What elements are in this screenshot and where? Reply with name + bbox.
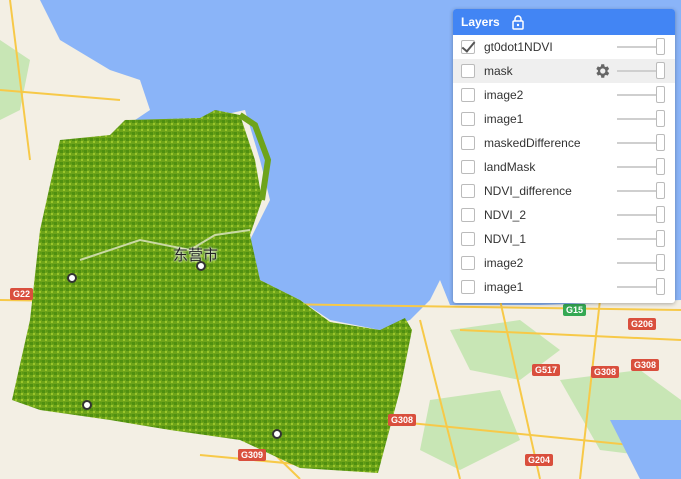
layer-name: NDVI_1 [484, 232, 527, 246]
layer-name: mask [484, 64, 513, 78]
road-label: G309 [238, 449, 267, 461]
layer-opacity-slider-thumb[interactable] [656, 62, 665, 79]
layer-opacity-slider[interactable] [617, 46, 661, 48]
layer-opacity-slider-thumb[interactable] [656, 38, 665, 55]
city-marker-icon [82, 400, 92, 410]
road-label: G308 [591, 366, 620, 378]
layer-opacity-slider-thumb[interactable] [656, 254, 665, 271]
green-area [420, 390, 520, 470]
layer-row[interactable]: gt0dot1NDVI [453, 35, 675, 59]
layer-opacity-slider[interactable] [617, 142, 661, 144]
gear-icon[interactable] [593, 62, 611, 80]
road-label: G22 [10, 288, 34, 300]
river [79, 229, 251, 261]
layer-opacity-slider-thumb[interactable] [656, 206, 665, 223]
city-marker-icon [67, 273, 77, 283]
layer-opacity-slider-thumb[interactable] [656, 278, 665, 295]
layer-name: NDVI_2 [484, 208, 527, 222]
layer-opacity-slider[interactable] [617, 190, 661, 192]
layer-opacity-slider-thumb[interactable] [656, 86, 665, 103]
layer-name: image1 [484, 112, 524, 126]
road-label: G517 [532, 364, 561, 376]
green-area [0, 40, 30, 120]
layer-row[interactable]: NDVI_2 [453, 203, 675, 227]
layers-list: gt0dot1NDVI mask image2 image1 maskedDiffere… [453, 35, 675, 299]
road-label: G204 [525, 454, 554, 466]
ndvi-coast-fringe [238, 112, 272, 201]
layer-row[interactable]: landMask [453, 155, 675, 179]
layer-visibility-checkbox[interactable] [461, 280, 475, 294]
layer-opacity-slider[interactable] [617, 286, 661, 288]
layer-opacity-slider-thumb[interactable] [656, 182, 665, 199]
water-area [610, 420, 681, 479]
ndvi-raster-overlay [12, 110, 412, 473]
layer-opacity-slider[interactable] [617, 238, 661, 240]
layer-visibility-checkbox[interactable] [461, 232, 475, 246]
layer-name: NDVI_difference [484, 184, 572, 198]
layer-visibility-checkbox[interactable] [461, 184, 475, 198]
road-label: G206 [628, 318, 657, 330]
layer-opacity-slider[interactable] [617, 214, 661, 216]
layer-visibility-checkbox[interactable] [461, 208, 475, 222]
city-marker-icon [272, 429, 282, 439]
road-label: G308 [631, 359, 660, 371]
lock-icon[interactable] [510, 14, 526, 30]
layer-visibility-checkbox[interactable] [461, 136, 475, 150]
layer-name: image2 [484, 88, 524, 102]
city-label: 东营市 [173, 246, 219, 264]
road-label: G308 [388, 414, 417, 426]
layer-row[interactable]: maskedDifference [453, 131, 675, 155]
layer-row[interactable]: NDVI_1 [453, 227, 675, 251]
layer-name: gt0dot1NDVI [484, 40, 553, 54]
layers-panel: Layers gt0dot1NDVI mask image2 image1 masked… [453, 9, 675, 303]
layer-row[interactable]: image1 [453, 107, 675, 131]
road-label: G15 [563, 304, 587, 316]
layer-opacity-slider[interactable] [617, 118, 661, 120]
layer-row[interactable]: NDVI_difference [453, 179, 675, 203]
city-marker-icon [196, 261, 206, 271]
layer-opacity-slider[interactable] [617, 262, 661, 264]
layer-opacity-slider-thumb[interactable] [656, 134, 665, 151]
layer-name: image1 [484, 280, 524, 294]
layer-name: maskedDifference [484, 136, 581, 150]
layer-row[interactable]: mask [453, 59, 675, 83]
layer-row[interactable]: image2 [453, 83, 675, 107]
layer-visibility-checkbox[interactable] [461, 160, 475, 174]
layer-name: image2 [484, 256, 524, 270]
layer-row[interactable]: image1 [453, 275, 675, 299]
layer-name: landMask [484, 160, 536, 174]
layer-visibility-checkbox[interactable] [461, 112, 475, 126]
layer-visibility-checkbox[interactable] [461, 88, 475, 102]
layers-panel-header: Layers [453, 9, 675, 35]
layer-opacity-slider-thumb[interactable] [656, 110, 665, 127]
layer-opacity-slider[interactable] [617, 94, 661, 96]
layer-visibility-checkbox[interactable] [461, 64, 475, 78]
layer-visibility-checkbox[interactable] [461, 40, 475, 54]
layer-visibility-checkbox[interactable] [461, 256, 475, 270]
layer-opacity-slider[interactable] [617, 166, 661, 168]
layer-row[interactable]: image2 [453, 251, 675, 275]
layer-opacity-slider-thumb[interactable] [656, 230, 665, 247]
layer-opacity-slider-thumb[interactable] [656, 158, 665, 175]
layer-opacity-slider[interactable] [617, 70, 661, 72]
layers-panel-title: Layers [461, 15, 500, 29]
